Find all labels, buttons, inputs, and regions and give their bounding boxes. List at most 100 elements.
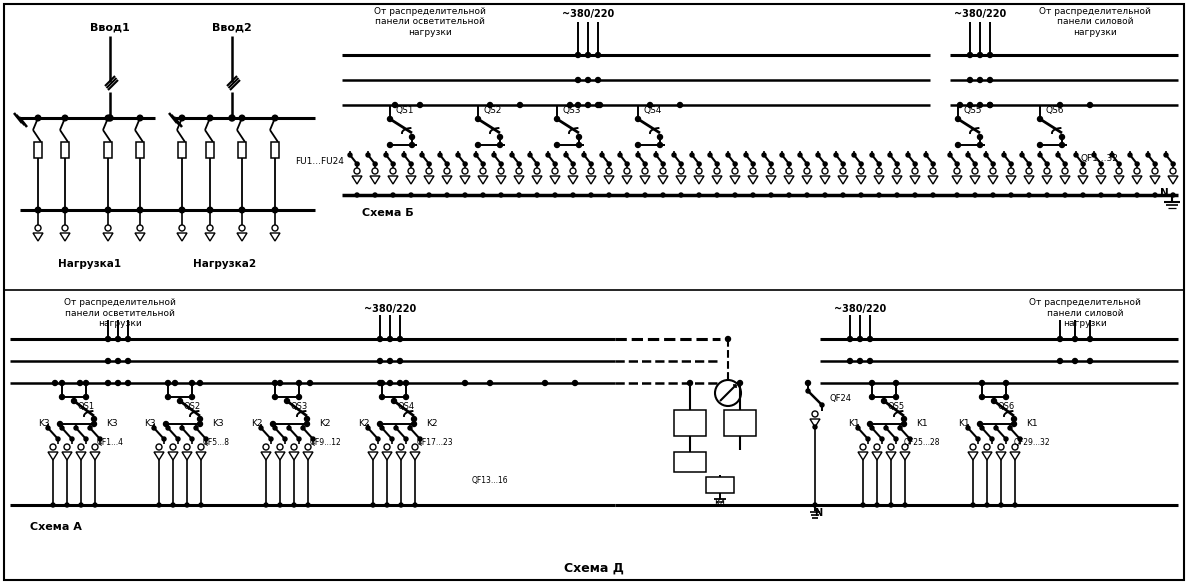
- Circle shape: [955, 142, 961, 148]
- Circle shape: [190, 395, 195, 399]
- Circle shape: [387, 116, 392, 121]
- Circle shape: [259, 426, 263, 430]
- Text: QF25...28: QF25...28: [904, 437, 941, 447]
- Text: K1: K1: [848, 419, 860, 429]
- Circle shape: [555, 142, 560, 148]
- Circle shape: [852, 153, 857, 157]
- Circle shape: [126, 336, 131, 342]
- Circle shape: [378, 422, 383, 426]
- Circle shape: [481, 193, 485, 197]
- Text: ~380/220: ~380/220: [364, 304, 416, 314]
- Circle shape: [967, 103, 973, 107]
- Circle shape: [157, 503, 162, 507]
- Circle shape: [1092, 153, 1097, 157]
- Circle shape: [93, 503, 97, 507]
- Circle shape: [385, 503, 388, 507]
- Circle shape: [1026, 193, 1031, 197]
- Circle shape: [978, 78, 982, 82]
- Circle shape: [575, 78, 581, 82]
- Circle shape: [1146, 153, 1150, 157]
- Circle shape: [798, 153, 802, 157]
- Circle shape: [805, 389, 810, 393]
- Circle shape: [74, 426, 78, 430]
- Circle shape: [308, 381, 312, 385]
- Circle shape: [56, 437, 61, 441]
- Circle shape: [857, 426, 860, 430]
- Circle shape: [990, 437, 994, 441]
- Circle shape: [373, 162, 377, 166]
- Circle shape: [463, 162, 467, 166]
- Text: QS4: QS4: [644, 106, 662, 116]
- Circle shape: [1020, 153, 1024, 157]
- Text: N: N: [814, 508, 822, 518]
- Circle shape: [625, 193, 628, 197]
- Circle shape: [870, 426, 874, 430]
- Circle shape: [378, 359, 383, 363]
- Text: QS5: QS5: [963, 106, 982, 116]
- Circle shape: [595, 78, 600, 82]
- Circle shape: [62, 115, 68, 121]
- Circle shape: [107, 115, 113, 121]
- Circle shape: [575, 53, 581, 57]
- Circle shape: [902, 422, 906, 426]
- Circle shape: [1154, 193, 1157, 197]
- Text: QS5: QS5: [887, 402, 904, 412]
- Bar: [706, 477, 734, 493]
- Circle shape: [813, 425, 817, 429]
- Circle shape: [387, 359, 392, 363]
- Circle shape: [895, 437, 898, 441]
- Circle shape: [823, 162, 827, 166]
- Circle shape: [284, 398, 290, 404]
- Circle shape: [847, 359, 853, 363]
- Circle shape: [292, 503, 296, 507]
- Circle shape: [287, 426, 291, 430]
- Circle shape: [272, 115, 278, 121]
- Circle shape: [36, 207, 40, 213]
- Circle shape: [487, 381, 493, 385]
- Text: ~380/220: ~380/220: [562, 9, 614, 19]
- Circle shape: [575, 103, 581, 107]
- Circle shape: [387, 142, 392, 148]
- Circle shape: [311, 437, 315, 441]
- Circle shape: [83, 381, 88, 385]
- Circle shape: [984, 153, 988, 157]
- Circle shape: [373, 193, 377, 197]
- Circle shape: [446, 162, 449, 166]
- Circle shape: [877, 162, 881, 166]
- Circle shape: [1037, 116, 1043, 121]
- Text: K3: K3: [213, 419, 223, 429]
- Circle shape: [924, 153, 928, 157]
- Circle shape: [404, 381, 409, 385]
- Circle shape: [398, 336, 403, 342]
- Circle shape: [589, 162, 593, 166]
- Circle shape: [1013, 503, 1017, 507]
- Circle shape: [647, 103, 652, 107]
- Circle shape: [190, 437, 194, 441]
- Circle shape: [1087, 359, 1093, 363]
- Circle shape: [463, 193, 467, 197]
- Circle shape: [1063, 162, 1067, 166]
- Circle shape: [967, 78, 973, 82]
- Circle shape: [987, 103, 992, 107]
- Circle shape: [1009, 162, 1013, 166]
- Circle shape: [126, 359, 131, 363]
- Circle shape: [71, 398, 76, 404]
- Circle shape: [589, 193, 593, 197]
- Circle shape: [1087, 336, 1093, 342]
- Circle shape: [582, 153, 586, 157]
- Circle shape: [1060, 142, 1064, 148]
- Circle shape: [171, 503, 175, 507]
- Circle shape: [625, 162, 630, 166]
- Circle shape: [733, 193, 737, 197]
- Circle shape: [91, 422, 96, 426]
- Circle shape: [366, 153, 369, 157]
- Circle shape: [726, 153, 729, 157]
- Circle shape: [887, 153, 892, 157]
- Text: Схема А: Схема А: [30, 522, 82, 532]
- Text: Ввод1: Ввод1: [90, 23, 129, 33]
- Circle shape: [165, 395, 171, 399]
- Circle shape: [987, 78, 992, 82]
- Circle shape: [535, 162, 539, 166]
- Circle shape: [1099, 193, 1102, 197]
- Text: K2: K2: [359, 419, 369, 429]
